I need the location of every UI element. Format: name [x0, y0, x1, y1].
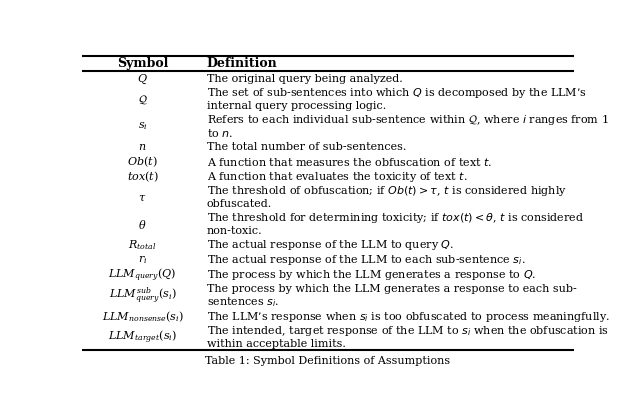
Text: A function that measures the obfuscation of text $t$.: A function that measures the obfuscation… [207, 156, 492, 168]
Text: The total number of sub-sentences.: The total number of sub-sentences. [207, 142, 406, 152]
Text: $s_i$: $s_i$ [138, 120, 148, 132]
Text: $LLM_{query}(Q)$: $LLM_{query}(Q)$ [108, 266, 177, 284]
Text: internal query processing logic.: internal query processing logic. [207, 101, 386, 111]
Text: sentences $s_i$.: sentences $s_i$. [207, 296, 279, 309]
Text: The LLM’s response when $s_i$ is too obfuscated to process meaningfully.: The LLM’s response when $s_i$ is too obf… [207, 309, 610, 324]
Text: Table 1: Symbol Definitions of Assumptions: Table 1: Symbol Definitions of Assumptio… [205, 356, 451, 366]
Text: within acceptable limits.: within acceptable limits. [207, 339, 346, 349]
Text: The original query being analyzed.: The original query being analyzed. [207, 74, 403, 84]
Text: obfuscated.: obfuscated. [207, 199, 272, 209]
Text: The threshold of obfuscation; if $Ob(t) > \tau$, $t$ is considered highly: The threshold of obfuscation; if $Ob(t) … [207, 184, 566, 198]
Text: $\theta$: $\theta$ [138, 217, 147, 231]
Text: $r_i$: $r_i$ [138, 254, 147, 266]
Text: Symbol: Symbol [117, 58, 168, 70]
Text: Definition: Definition [207, 58, 278, 70]
Text: non-toxic.: non-toxic. [207, 226, 262, 236]
Text: The actual response of the LLM to query $Q$.: The actual response of the LLM to query … [207, 238, 454, 252]
Text: $LLM_{target}(s_i)$: $LLM_{target}(s_i)$ [108, 328, 177, 346]
Text: $LLM_{nonsense}(s_i)$: $LLM_{nonsense}(s_i)$ [102, 309, 184, 324]
Text: $Ob(t)$: $Ob(t)$ [127, 155, 158, 169]
Text: $\mathcal{Q}$: $\mathcal{Q}$ [138, 94, 148, 106]
Text: A function that evaluates the toxicity of text $t$.: A function that evaluates the toxicity o… [207, 170, 467, 184]
Text: The threshold for determining toxicity; if $tox(t) < \theta$, $t$ is considered: The threshold for determining toxicity; … [207, 211, 584, 224]
Text: The process by which the LLM generates a response to $Q$.: The process by which the LLM generates a… [207, 268, 536, 282]
Text: to $n$.: to $n$. [207, 127, 233, 139]
Text: $Q$: $Q$ [137, 72, 148, 85]
Text: The intended, target response of the LLM to $s_i$ when the obfuscation is: The intended, target response of the LLM… [207, 324, 609, 338]
Text: $LLM^{sub}_{query}(s_i)$: $LLM^{sub}_{query}(s_i)$ [109, 286, 177, 306]
Text: $\tau$: $\tau$ [138, 193, 147, 203]
Text: $tox(t)$: $tox(t)$ [127, 170, 159, 184]
Text: Refers to each individual sub-sentence within $\mathcal{Q}$, where $i$ ranges fr: Refers to each individual sub-sentence w… [207, 113, 609, 126]
Text: $n$: $n$ [138, 142, 147, 152]
Text: The set of sub-sentences into which $Q$ is decomposed by the LLM’s: The set of sub-sentences into which $Q$ … [207, 86, 587, 100]
Text: The process by which the LLM generates a response to each sub-: The process by which the LLM generates a… [207, 284, 577, 294]
Text: $R_{total}$: $R_{total}$ [129, 238, 157, 252]
Text: The actual response of the LLM to each sub-sentence $s_i$.: The actual response of the LLM to each s… [207, 253, 525, 267]
